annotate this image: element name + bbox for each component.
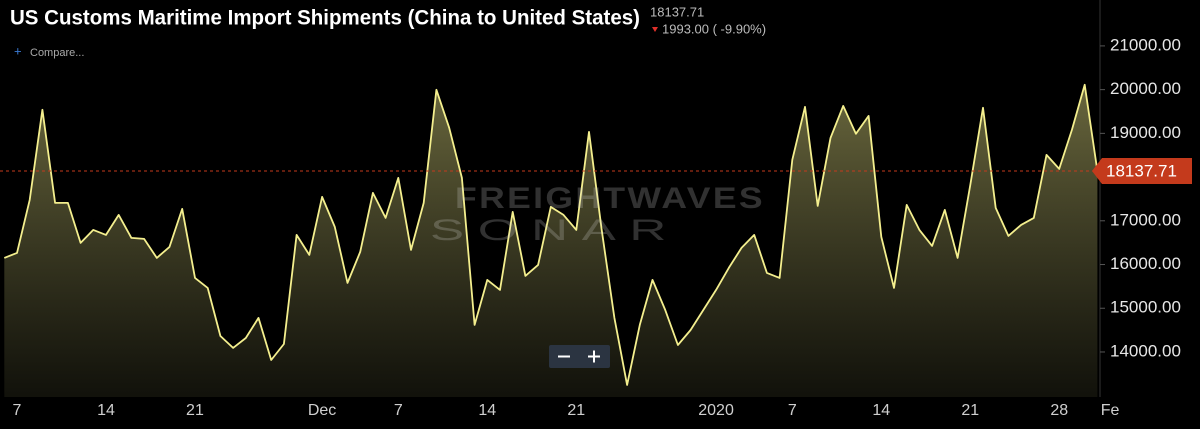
x-tick-label: Fe [1101,402,1120,419]
header-last-value: 18137.71 [650,4,704,19]
compare-label[interactable]: Compare... [30,47,84,59]
x-tick-label: 7 [394,402,403,419]
x-tick-label: 2020 [698,402,734,419]
y-tick-label: 21000.00 [1110,35,1181,54]
down-arrow-icon [652,27,658,32]
x-tick-label: 21 [567,402,585,419]
x-tick-label: 7 [788,402,797,419]
x-tick-label: 21 [961,402,979,419]
watermark-line2: SONAR [430,214,680,247]
x-tick-label: 28 [1050,402,1068,419]
last-value-tag [1092,158,1192,185]
x-tick-label: 14 [478,402,496,419]
y-tick-label: 16000.00 [1110,254,1181,273]
x-tick-label: 21 [186,402,204,419]
chart-title: US Customs Maritime Import Shipments (Ch… [10,7,640,30]
watermark-line1: FREIGHTWAVES [455,182,765,215]
area [4,84,1098,398]
x-tick-label: 7 [13,402,22,419]
compare-icon[interactable]: + [14,43,22,58]
y-tick-label: 17000.00 [1110,210,1181,229]
last-value-label: 18137.71 [1106,162,1177,181]
x-tick-label: Dec [308,402,336,419]
y-tick-label: 20000.00 [1110,79,1181,98]
plot-area [3,83,1099,398]
y-tick-label: 14000.00 [1110,341,1181,360]
change-label: 1993.00 ( -9.90%) [662,21,766,36]
y-tick-label: 19000.00 [1110,123,1181,142]
x-tick-label: 14 [872,402,890,419]
x-tick-label: 14 [97,402,115,419]
line [3,83,1099,386]
zoom-controls [549,345,610,368]
watermark: FREIGHTWAVES SONAR [430,182,765,247]
y-tick-label: 15000.00 [1110,298,1181,317]
